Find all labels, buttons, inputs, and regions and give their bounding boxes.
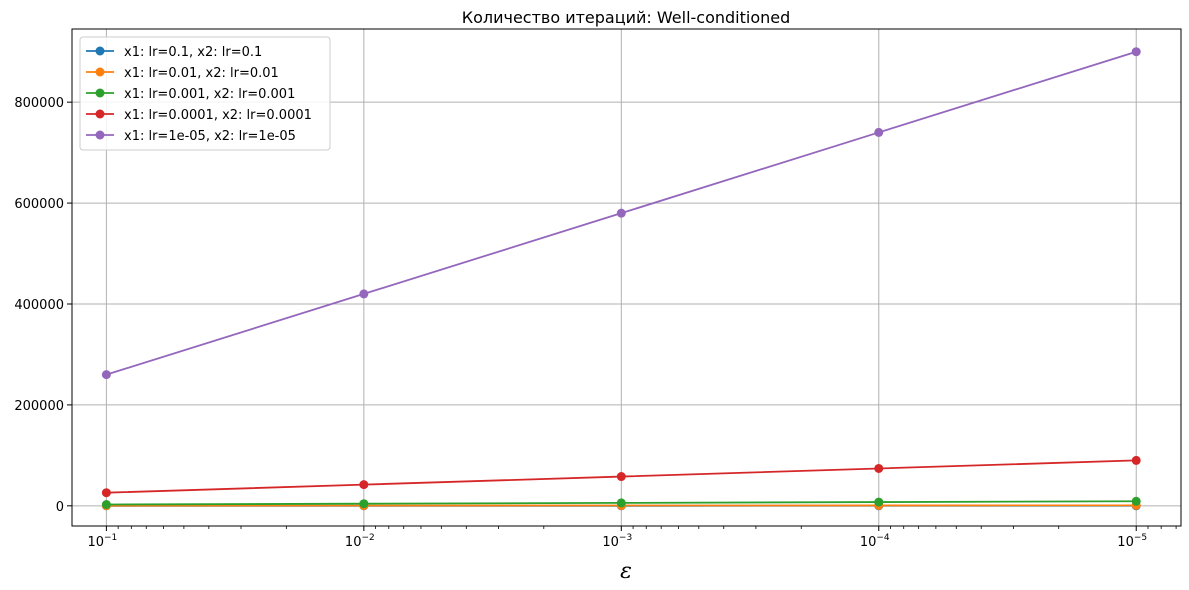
data-point bbox=[874, 497, 884, 507]
series-group bbox=[101, 47, 1141, 511]
x-tick-label-exponent: −4 bbox=[876, 533, 890, 543]
legend-marker bbox=[95, 130, 105, 140]
x-tick-label: 10−4 bbox=[860, 533, 890, 550]
data-point bbox=[616, 208, 626, 218]
data-point bbox=[1131, 47, 1141, 57]
data-point bbox=[874, 463, 884, 473]
y-tick-label: 600000 bbox=[14, 197, 64, 212]
x-tick-label: 10−2 bbox=[345, 533, 375, 550]
x-axis: 10−1 10−2 10−3 10−4 10−5 bbox=[87, 526, 1177, 550]
data-point bbox=[616, 472, 626, 482]
y-tick-label: 400000 bbox=[14, 298, 64, 313]
y-tick-label: 0 bbox=[56, 500, 64, 515]
legend-label: x1: lr=0.001, x2: lr=0.001 bbox=[124, 87, 295, 102]
legend-marker bbox=[95, 88, 105, 98]
x-tick-label-base: 10 bbox=[345, 535, 362, 550]
data-point bbox=[359, 499, 369, 509]
x-tick-label: 10−1 bbox=[87, 533, 117, 550]
data-point bbox=[359, 480, 369, 490]
data-point bbox=[101, 500, 111, 510]
chart-title: Количество итераций: Well-conditioned bbox=[462, 8, 791, 27]
x-tick-label: 10−3 bbox=[602, 533, 632, 550]
x-tick-label-base: 10 bbox=[1117, 535, 1134, 550]
legend-marker bbox=[95, 109, 105, 119]
plot-frame bbox=[71, 28, 1182, 527]
x-tick-label-exponent: −3 bbox=[619, 533, 632, 543]
x-tick-label: 10−5 bbox=[1117, 533, 1147, 550]
data-point bbox=[1131, 496, 1141, 506]
x-tick-label-exponent: −2 bbox=[361, 533, 374, 543]
data-point bbox=[359, 289, 369, 299]
legend-label: x1: lr=0.01, x2: lr=0.01 bbox=[124, 66, 279, 81]
data-point bbox=[101, 370, 111, 380]
x-axis-label: ε bbox=[620, 559, 632, 584]
data-point bbox=[1131, 455, 1141, 465]
legend-marker bbox=[95, 46, 105, 56]
y-tick-label: 200000 bbox=[14, 399, 64, 414]
y-axis: 0 200000 400000 600000 800000 bbox=[14, 96, 72, 515]
legend-label: x1: lr=0.1, x2: lr=0.1 bbox=[124, 45, 262, 60]
legend-marker bbox=[95, 67, 105, 77]
data-point bbox=[874, 127, 884, 137]
x-tick-label-base: 10 bbox=[87, 535, 104, 550]
legend-label: x1: lr=0.0001, x2: lr=0.0001 bbox=[124, 108, 312, 123]
legend-label: x1: lr=1e-05, x2: lr=1e-05 bbox=[124, 129, 296, 144]
data-point bbox=[616, 498, 626, 508]
x-tick-label-exponent: −1 bbox=[104, 533, 117, 543]
x-tick-label-exponent: −5 bbox=[1134, 533, 1147, 543]
x-tick-label-base: 10 bbox=[860, 535, 877, 550]
x-tick-label-base: 10 bbox=[602, 535, 619, 550]
legend-box bbox=[79, 36, 331, 151]
legend: x1: lr=0.1, x2: lr=0.1 x1: lr=0.01, x2: l… bbox=[79, 36, 331, 151]
data-point bbox=[101, 488, 111, 498]
y-tick-label: 800000 bbox=[14, 96, 64, 111]
